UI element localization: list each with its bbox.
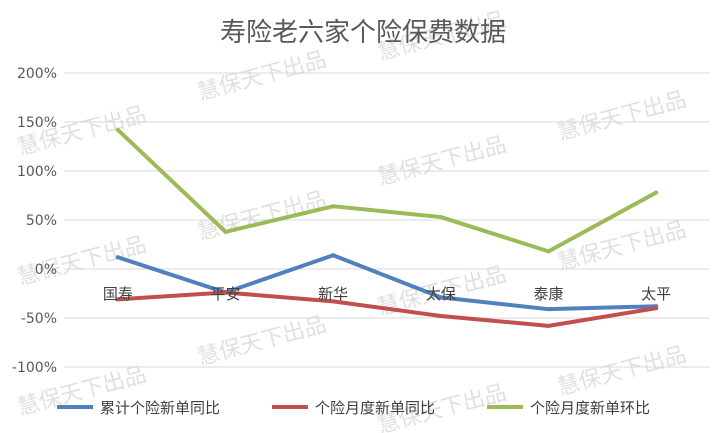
y-axis-ticks: 200% 150% 100% 50% 0% -50% -100% — [12, 66, 57, 376]
y-tick-label: 150% — [17, 115, 57, 131]
legend-label: 个险月度新单同比 — [315, 399, 435, 417]
data-point — [331, 253, 336, 258]
data-point — [115, 297, 120, 302]
watermark-text: 慧保天下出品 — [195, 187, 329, 245]
data-point — [654, 306, 659, 311]
y-tick-label: 200% — [17, 66, 57, 82]
legend-label: 个险月度新单环比 — [530, 399, 650, 417]
y-tick-label: 50% — [26, 213, 57, 229]
watermark-text: 慧保天下出品 — [555, 342, 689, 400]
watermark-text: 慧保天下出品 — [555, 217, 689, 275]
data-point — [438, 295, 443, 300]
y-tick-label: 100% — [17, 164, 57, 180]
watermark-text: 慧保天下出品 — [555, 87, 689, 145]
watermark-text: 慧保天下出品 — [375, 132, 509, 190]
watermark-text: 慧保天下出品 — [555, 0, 689, 6]
y-tick-label: -100% — [12, 360, 57, 376]
x-category-label: 太保 — [426, 285, 456, 303]
watermark-text: 慧保天下出品 — [15, 102, 149, 160]
x-category-label: 太平 — [641, 285, 671, 303]
series-line-1 — [115, 253, 659, 312]
data-point — [115, 127, 120, 132]
x-category-label: 新华 — [318, 285, 348, 303]
data-point — [438, 215, 443, 220]
y-tick-label: 0% — [35, 262, 57, 278]
data-point — [546, 323, 551, 328]
watermark-text: 慧保天下出品 — [195, 312, 329, 370]
y-tick-label: -50% — [21, 311, 57, 327]
data-point — [331, 299, 336, 304]
data-point — [654, 190, 659, 195]
series-line-3 — [115, 127, 659, 254]
x-axis-categories: 国寿 平安 新华 太保 泰康 太平 — [103, 285, 671, 303]
data-point — [438, 314, 443, 319]
data-point — [115, 255, 120, 260]
data-point — [331, 204, 336, 209]
data-point — [223, 229, 228, 234]
chart-title: 寿险老六家个险保费数据 — [220, 18, 506, 48]
x-category-label: 平安 — [210, 285, 240, 303]
x-category-label: 国寿 — [103, 285, 133, 303]
gridlines — [64, 72, 710, 368]
series-line-2 — [115, 290, 659, 328]
legend-label: 累计个险新单同比 — [100, 399, 220, 417]
legend: 累计个险新单同比 个险月度新单同比 个险月度新单环比 — [57, 399, 650, 417]
series-layer — [115, 127, 659, 328]
x-category-label: 泰康 — [533, 285, 563, 303]
watermark-layer: 慧保天下出品慧保天下出品慧保天下出品慧保天下出品慧保天下出品慧保天下出品慧保天下… — [15, 0, 689, 433]
data-point — [223, 290, 228, 295]
watermark-text: 慧保天下出品 — [195, 47, 329, 105]
data-point — [546, 249, 551, 254]
data-point — [546, 307, 551, 312]
